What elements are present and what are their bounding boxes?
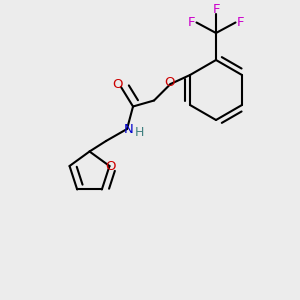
- Text: F: F: [187, 16, 195, 29]
- Text: O: O: [112, 78, 123, 91]
- Text: H: H: [134, 125, 144, 139]
- Text: N: N: [123, 122, 133, 136]
- Text: O: O: [164, 76, 174, 89]
- Text: O: O: [106, 160, 116, 172]
- Text: F: F: [237, 16, 245, 29]
- Text: F: F: [212, 2, 220, 16]
